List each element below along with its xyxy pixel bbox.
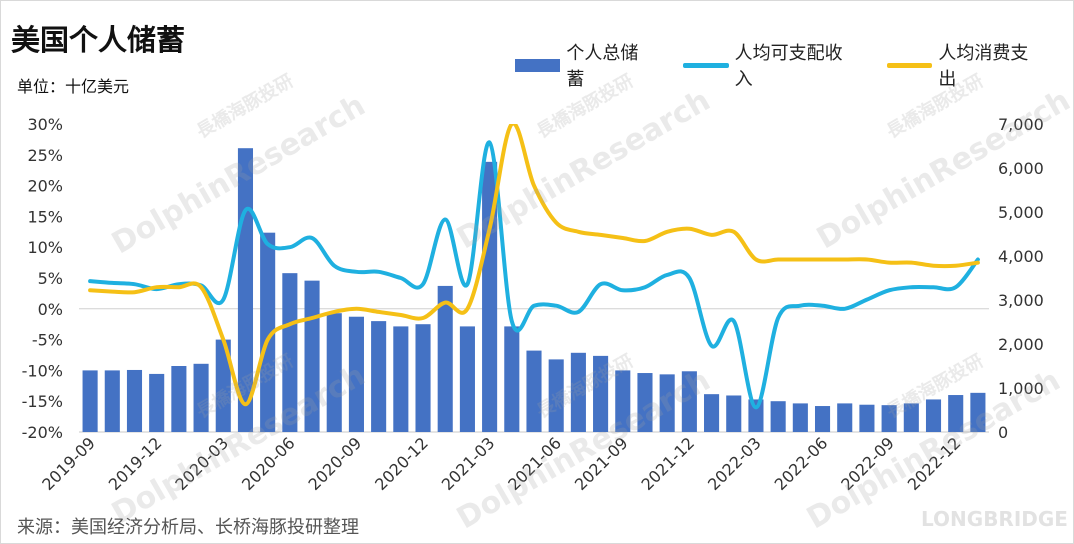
y-left-tick-label: -15%	[22, 392, 63, 411]
bar	[215, 339, 231, 432]
y-left-tick-label: 15%	[27, 207, 63, 226]
bar	[792, 403, 808, 432]
x-tick-label: 2021-12	[637, 433, 698, 494]
legend-item-savings: 个人总储蓄	[515, 39, 655, 91]
bar	[104, 370, 120, 432]
x-tick-label: 2021-06	[504, 433, 565, 494]
y-right-tick-label: 4,000	[998, 247, 1044, 266]
bar	[548, 359, 564, 432]
x-tick-label: 2019-09	[38, 433, 99, 494]
bar	[681, 371, 697, 432]
bar	[459, 326, 475, 432]
bar	[615, 370, 631, 432]
bar	[881, 405, 897, 432]
y-left-tick-label: -5%	[32, 331, 63, 350]
y-left-tick-label: 10%	[27, 238, 63, 257]
y-left-tick-label: -10%	[22, 361, 63, 380]
bar	[526, 350, 542, 432]
chart-title: 美国个人储蓄	[11, 23, 186, 57]
legend-swatch-spending	[887, 62, 933, 68]
legend-label-spending: 人均消费支出	[938, 43, 1029, 90]
bar	[126, 369, 143, 432]
bar	[482, 161, 498, 432]
bar	[659, 374, 675, 432]
x-tick-label: 2020-06	[238, 433, 299, 494]
x-tick-label: 2022-12	[904, 433, 965, 494]
y-right-tick-label: 3,000	[998, 291, 1044, 310]
y-right-tick-label: 5,000	[998, 203, 1044, 222]
bar	[437, 285, 453, 432]
x-tick-label: 2022-03	[704, 433, 765, 494]
bar	[260, 232, 276, 432]
bar	[970, 392, 986, 432]
y-left-tick-label: 30%	[27, 115, 63, 134]
spending-line	[88, 124, 980, 407]
x-tick-label: 2020-12	[371, 433, 432, 494]
bar	[237, 148, 254, 432]
x-tick-label: 2020-09	[305, 433, 366, 494]
legend-item-spending: 人均消费支出	[887, 39, 1045, 91]
bar	[903, 403, 919, 432]
bar	[282, 273, 298, 432]
bar	[348, 316, 364, 432]
unit-label: 单位：十亿美元	[17, 77, 130, 96]
legend: 个人总储蓄 人均可支配收入 人均消费支出	[515, 39, 1073, 91]
source-note: 来源：美国经济分析局、长桥海豚投研整理	[17, 517, 359, 538]
bar	[814, 406, 831, 432]
y-right-tick-label: 7,000	[998, 115, 1044, 134]
bar	[637, 373, 653, 432]
bar	[704, 394, 720, 432]
bar	[149, 373, 165, 432]
y-right-tick-label: 2,000	[998, 335, 1044, 354]
x-tick-label: 2022-09	[837, 433, 898, 494]
legend-label-savings: 个人总储蓄	[566, 43, 639, 90]
legend-item-income: 人均可支配收入	[683, 39, 859, 91]
legend-label-income: 人均可支配收入	[734, 43, 843, 90]
legend-swatch-savings	[515, 58, 561, 72]
bar	[925, 399, 942, 432]
legend-swatch-income	[683, 62, 729, 68]
bar	[837, 403, 853, 432]
x-tick-label: 2022-06	[771, 433, 832, 494]
bar	[193, 363, 209, 432]
y-right-tick-label: 1,000	[998, 379, 1044, 398]
y-right-tick-label: 6,000	[998, 159, 1044, 178]
x-tick-label: 2019-12	[105, 433, 166, 494]
bar	[371, 321, 387, 432]
y-left-tick-label: -20%	[22, 423, 63, 442]
bar	[593, 355, 609, 432]
bar	[171, 366, 187, 432]
bar	[82, 370, 98, 432]
x-tick-label: 2021-09	[571, 433, 632, 494]
bar	[570, 352, 586, 432]
y-left-tick-label: 0%	[38, 300, 63, 319]
bar	[393, 326, 409, 432]
x-tick-label: 2021-03	[438, 433, 499, 494]
y-right-tick-label: 0	[998, 423, 1008, 442]
y-left-tick-label: 5%	[38, 269, 63, 288]
bar	[770, 401, 786, 432]
bar	[504, 326, 520, 432]
bar	[326, 313, 342, 432]
bar	[304, 280, 320, 432]
bar	[415, 324, 431, 432]
bar	[948, 395, 964, 432]
bar	[859, 404, 875, 432]
bar	[748, 399, 764, 432]
x-tick-label: 2020-03	[171, 433, 232, 494]
y-left-tick-label: 25%	[27, 146, 63, 165]
y-left-tick-label: 20%	[27, 177, 63, 196]
income-line	[88, 140, 980, 410]
bar	[726, 395, 742, 432]
